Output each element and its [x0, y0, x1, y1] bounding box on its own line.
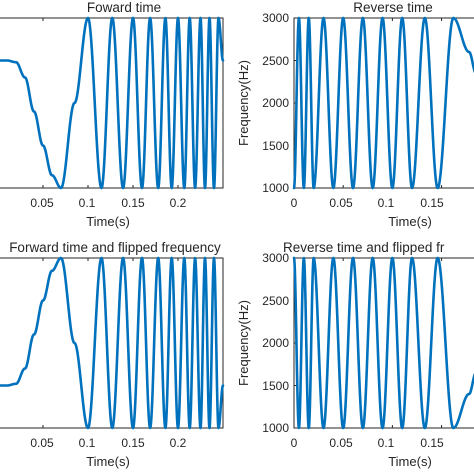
x-tick-label: 0.15 [121, 436, 145, 450]
chart-title: Foward time [87, 0, 161, 15]
y-tick-label: 1000 [262, 421, 289, 435]
y-tick-label: 2000 [262, 96, 289, 110]
series-line [0, 16, 225, 190]
x-tick-label: 0.05 [329, 436, 353, 450]
x-tick-label: 0.15 [420, 436, 444, 450]
x-tick-label: 0.1 [79, 436, 96, 450]
chart-title: Reverse time and flipped fr [283, 240, 445, 255]
y-tick-label: 1000 [262, 181, 289, 195]
y-tick-label: 2500 [262, 54, 289, 68]
x-tick-label: 0 [291, 196, 298, 210]
x-tick-labels: 0.05 0.1 0.15 0.2 [30, 196, 186, 210]
x-axis-label: Time(s) [86, 454, 130, 469]
x-tick-label: 0.2 [170, 436, 187, 450]
chart-title: Forward time and flipped frequency [9, 240, 221, 255]
panel-reverse-flipped: Reverse time and flipped fr 1000 1500 20… [236, 240, 474, 469]
panel-foward-time: Foward time 0.05 0.1 0.15 0.2 Time(s) [0, 0, 225, 229]
y-axis-label: Frequency(Hz) [236, 60, 251, 146]
series-line [292, 16, 474, 190]
y-tick-label: 1500 [262, 379, 289, 393]
x-tick-label: 0.15 [121, 196, 145, 210]
x-axis-label: Time(s) [388, 454, 432, 469]
panel-forward-flipped: Forward time and flipped frequency 0.05 … [0, 240, 225, 469]
y-tick-label: 3000 [262, 251, 289, 265]
x-tick-label: 0 [291, 436, 298, 450]
x-axis-label: Time(s) [388, 214, 432, 229]
x-tick-label: 0.1 [378, 436, 395, 450]
x-tick-labels: 0 0.05 0.1 0.15 0 [291, 196, 474, 210]
y-axis-label: Frequency(Hz) [236, 300, 251, 386]
y-tick-labels: 1000 1500 2000 2500 3000 [262, 11, 289, 195]
x-tick-label: 0.1 [79, 196, 96, 210]
x-tick-label: 0.05 [30, 436, 54, 450]
y-tick-label: 1500 [262, 139, 289, 153]
x-tick-label: 0.15 [420, 196, 444, 210]
panel-reverse-time: Reverse time 1000 1500 2000 2500 3000 0 … [236, 0, 474, 229]
y-tick-label: 3000 [262, 11, 289, 25]
series-line [0, 256, 225, 430]
x-tick-label: 0.1 [378, 196, 395, 210]
x-tick-labels: 0.05 0.1 0.15 0.2 [30, 436, 186, 450]
x-tick-label: 0.05 [329, 196, 353, 210]
x-axis-label: Time(s) [86, 214, 130, 229]
y-tick-label: 2000 [262, 336, 289, 350]
chart-title: Reverse time [353, 0, 433, 15]
y-tick-label: 2500 [262, 294, 289, 308]
x-tick-labels: 0 0.05 0.1 0.15 0 [291, 436, 474, 450]
x-tick-label: 0.2 [170, 196, 187, 210]
series-line [292, 256, 474, 430]
y-tick-labels: 1000 1500 2000 2500 3000 [262, 251, 289, 435]
x-tick-label: 0.05 [30, 196, 54, 210]
